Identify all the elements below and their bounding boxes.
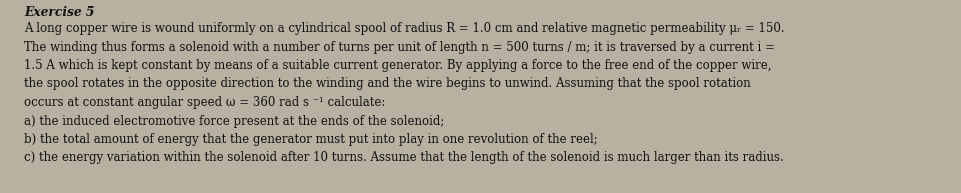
Text: the spool rotates in the opposite direction to the winding and the wire begins t: the spool rotates in the opposite direct… bbox=[24, 78, 751, 91]
Text: b) the total amount of energy that the generator must put into play in one revol: b) the total amount of energy that the g… bbox=[24, 133, 598, 146]
Text: a) the induced electromotive force present at the ends of the solenoid;: a) the induced electromotive force prese… bbox=[24, 114, 444, 128]
Text: c) the energy variation within the solenoid after 10 turns. Assume that the leng: c) the energy variation within the solen… bbox=[24, 152, 784, 164]
Text: Exercise 5: Exercise 5 bbox=[24, 6, 94, 19]
Text: A long copper wire is wound uniformly on a cylindrical spool of radius R = 1.0 c: A long copper wire is wound uniformly on… bbox=[24, 22, 784, 35]
Text: occurs at constant angular speed ω = 360 rad s ⁻¹ calculate:: occurs at constant angular speed ω = 360… bbox=[24, 96, 385, 109]
Text: The winding thus forms a solenoid with a number of turns per unit of length n = : The winding thus forms a solenoid with a… bbox=[24, 41, 775, 53]
Text: 1.5 A which is kept constant by means of a suitable current generator. By applyi: 1.5 A which is kept constant by means of… bbox=[24, 59, 772, 72]
